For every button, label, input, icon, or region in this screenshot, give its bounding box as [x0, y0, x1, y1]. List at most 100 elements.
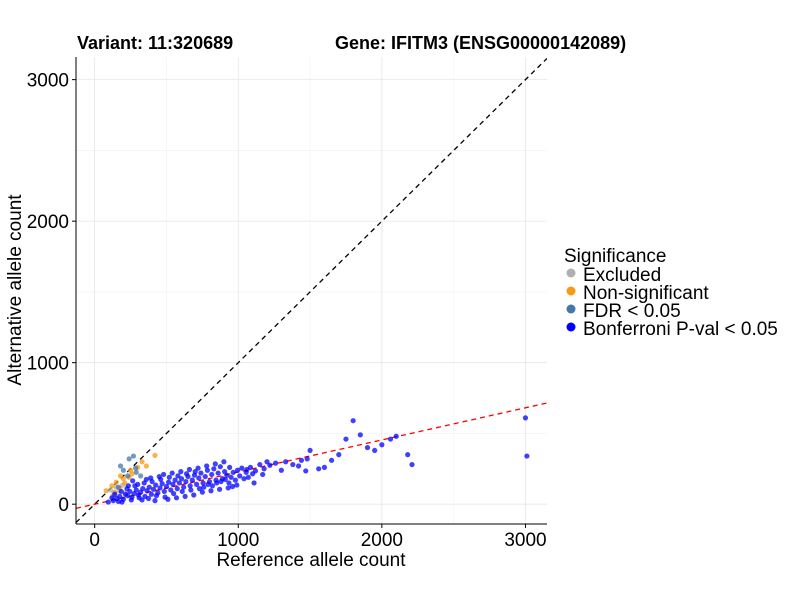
y-tick-label: 3000 [27, 71, 69, 92]
point-fdr-0-05 [120, 467, 126, 473]
point-non-significant [129, 471, 135, 477]
point-bonferroni-p-val-0-05 [393, 433, 399, 439]
point-bonferroni-p-val-0-05 [173, 495, 180, 501]
point-bonferroni-p-val-0-05 [409, 461, 415, 468]
point-bonferroni-p-val-0-05 [168, 487, 174, 493]
point-bonferroni-p-val-0-05 [175, 473, 181, 479]
point-bonferroni-p-val-0-05 [169, 470, 175, 476]
point-bonferroni-p-val-0-05 [140, 486, 146, 492]
point-bonferroni-p-val-0-05 [214, 480, 220, 486]
point-bonferroni-p-val-0-05 [372, 447, 378, 454]
y-axis-ticks: 0 1000 2000 3000 [27, 71, 76, 516]
point-bonferroni-p-val-0-05 [148, 475, 154, 481]
point-bonferroni-p-val-0-05 [182, 493, 188, 500]
point-bonferroni-p-val-0-05 [145, 495, 152, 502]
point-bonferroni-p-val-0-05 [188, 487, 194, 493]
x-tick-label: 2000 [361, 530, 403, 551]
point-bonferroni-p-val-0-05 [204, 463, 210, 469]
point-bonferroni-p-val-0-05 [227, 464, 233, 470]
point-bonferroni-p-val-0-05 [196, 475, 202, 481]
point-bonferroni-p-val-0-05 [221, 459, 227, 465]
point-bonferroni-p-val-0-05 [252, 468, 259, 474]
legend-key-excluded [566, 268, 576, 278]
point-bonferroni-p-val-0-05 [143, 476, 149, 483]
point-bonferroni-p-val-0-05 [215, 470, 221, 476]
point-bonferroni-p-val-0-05 [239, 465, 245, 471]
axes [75, 57, 547, 525]
point-bonferroni-p-val-0-05 [257, 461, 263, 468]
point-bonferroni-p-val-0-05 [230, 469, 236, 475]
point-bonferroni-p-val-0-05 [260, 471, 266, 478]
point-bonferroni-p-val-0-05 [187, 483, 193, 489]
legend-label-excluded: Excluded [583, 265, 661, 286]
point-bonferroni-p-val-0-05 [524, 453, 530, 459]
point-bonferroni-p-val-0-05 [198, 470, 204, 476]
point-fdr-0-05 [126, 456, 132, 462]
point-bonferroni-p-val-0-05 [251, 480, 257, 486]
point-bonferroni-p-val-0-05 [244, 466, 250, 473]
point-bonferroni-p-val-0-05 [166, 474, 172, 480]
legend-item-fdr: FDR < 0.05 [566, 301, 681, 322]
point-non-significant [139, 459, 145, 465]
legend-title: Significance [564, 246, 666, 267]
point-non-significant [122, 480, 128, 486]
point-bonferroni-p-val-0-05 [261, 466, 267, 472]
point-bonferroni-p-val-0-05 [174, 486, 180, 492]
x-axis-ticks: 0 1000 2000 3000 [89, 524, 547, 551]
point-bonferroni-p-val-0-05 [194, 481, 200, 487]
point-bonferroni-p-val-0-05 [212, 461, 218, 467]
point-bonferroni-p-val-0-05 [283, 459, 289, 465]
point-fdr-0-05 [133, 469, 139, 475]
x-axis-title: Reference allele count [216, 550, 406, 571]
point-bonferroni-p-val-0-05 [183, 478, 189, 485]
x-tick-label: 1000 [217, 530, 259, 551]
point-bonferroni-p-val-0-05 [161, 488, 167, 495]
point-non-significant [143, 463, 149, 469]
point-bonferroni-p-val-0-05 [264, 459, 270, 465]
point-bonferroni-p-val-0-05 [166, 479, 172, 485]
point-bonferroni-p-val-0-05 [226, 480, 232, 486]
point-bonferroni-p-val-0-05 [152, 498, 158, 504]
point-bonferroni-p-val-0-05 [105, 499, 111, 505]
point-bonferroni-p-val-0-05 [160, 471, 167, 478]
point-bonferroni-p-val-0-05 [307, 447, 313, 454]
point-bonferroni-p-val-0-05 [357, 432, 363, 438]
point-bonferroni-p-val-0-05 [156, 473, 162, 480]
point-bonferroni-p-val-0-05 [135, 481, 141, 487]
point-bonferroni-p-val-0-05 [245, 474, 251, 480]
point-non-significant [103, 488, 109, 494]
point-bonferroni-p-val-0-05 [232, 477, 238, 483]
point-bonferroni-p-val-0-05 [234, 467, 241, 473]
point-bonferroni-p-val-0-05 [130, 478, 136, 484]
point-bonferroni-p-val-0-05 [336, 452, 342, 458]
point-bonferroni-p-val-0-05 [117, 493, 123, 500]
point-bonferroni-p-val-0-05 [205, 481, 211, 487]
point-non-significant [113, 479, 119, 485]
point-bonferroni-p-val-0-05 [148, 491, 154, 497]
point-bonferroni-p-val-0-05 [189, 477, 195, 483]
point-bonferroni-p-val-0-05 [202, 473, 208, 480]
data-points [103, 415, 530, 505]
legend: Significance Excluded Non-significant FD… [564, 246, 778, 340]
point-bonferroni-p-val-0-05 [186, 466, 193, 473]
point-bonferroni-p-val-0-05 [405, 452, 411, 458]
point-bonferroni-p-val-0-05 [179, 488, 185, 495]
point-non-significant [152, 452, 158, 458]
legend-item-excluded: Excluded [566, 265, 661, 286]
y-tick-label: 0 [58, 495, 69, 516]
point-bonferroni-p-val-0-05 [128, 497, 134, 503]
point-bonferroni-p-val-0-05 [343, 436, 349, 442]
legend-item-non-significant: Non-significant [566, 283, 709, 304]
reference-line-identity [76, 57, 547, 524]
point-bonferroni-p-val-0-05 [350, 418, 356, 424]
point-bonferroni-p-val-0-05 [298, 457, 305, 463]
point-bonferroni-p-val-0-05 [201, 484, 207, 490]
point-bonferroni-p-val-0-05 [229, 483, 236, 490]
point-bonferroni-p-val-0-05 [237, 473, 243, 479]
legend-key-fdr [566, 304, 576, 314]
point-bonferroni-p-val-0-05 [522, 415, 529, 421]
point-bonferroni-p-val-0-05 [267, 462, 273, 468]
point-bonferroni-p-val-0-05 [379, 442, 385, 448]
point-bonferroni-p-val-0-05 [112, 491, 118, 497]
